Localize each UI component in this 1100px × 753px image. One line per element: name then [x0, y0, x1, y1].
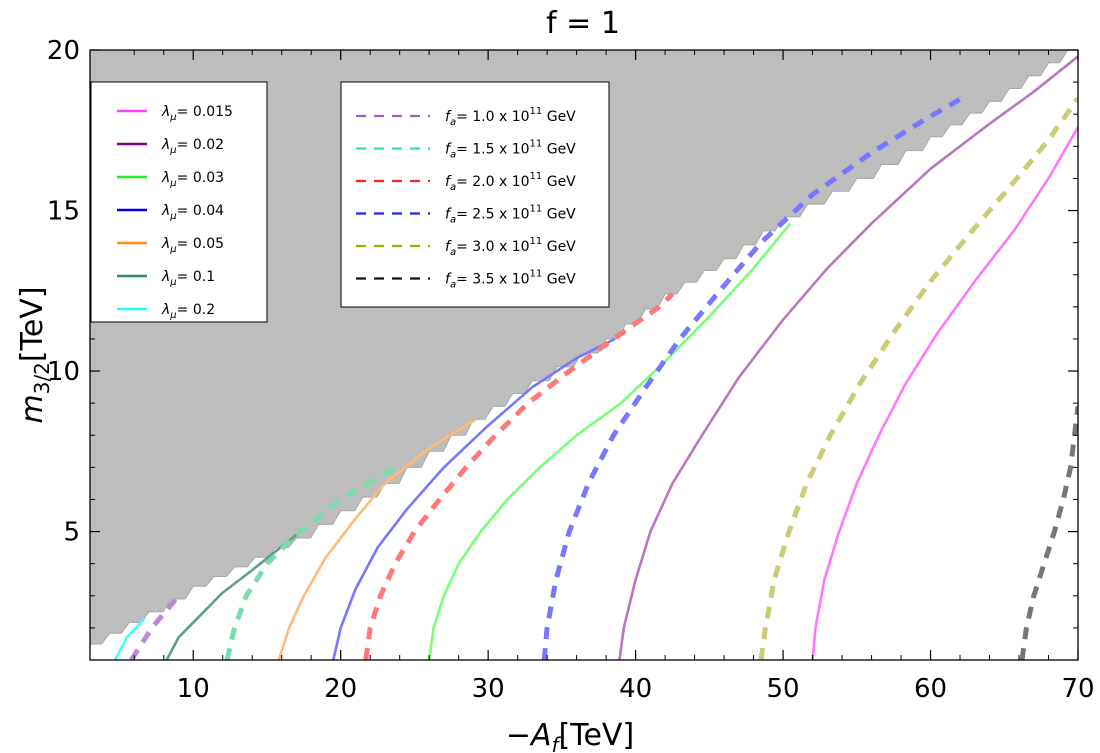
legend-fa-label: fa= 1.0 x 1011 GeV [445, 106, 576, 128]
chart-title: f = 1 [546, 6, 620, 41]
legend-lambda-label: λμ= 0.04 [161, 203, 224, 222]
legend-lambda-box [90, 81, 268, 323]
series-line-3 [277, 418, 478, 660]
x-axis-title: −Af[TeV] [506, 718, 634, 753]
series-line-10 [363, 292, 675, 660]
legend-lambda-label: λμ= 0.2 [161, 302, 215, 321]
plot-frame [89, 49, 1079, 661]
series-line-9 [224, 465, 397, 660]
legend-fa-label: fa= 1.5 x 1011 GeV [445, 139, 576, 161]
legend-fa-label: fa= 2.0 x 1011 GeV [445, 171, 576, 193]
legend-fa: fa= 1.0 x 1011 GeV fa= 1.5 x 1011 GeV fa= … [340, 81, 610, 308]
y-tick-label: 20 [47, 36, 80, 66]
y-axis-title: m3/2[TeV] [15, 286, 54, 423]
series-line-12 [758, 96, 1078, 660]
legend-lambda-label: λμ= 0.02 [161, 137, 224, 156]
legend-fa-label: fa= 3.5 x 1011 GeV [445, 269, 576, 291]
y-tick-label: 10 [47, 357, 80, 387]
series-line-11 [541, 92, 969, 660]
x-tick-label: 20 [324, 674, 357, 704]
series-line-1 [113, 617, 146, 660]
legend-lambda: λμ= 0.015 λμ= 0.02 λμ= 0.03 λμ= 0.04 λμ= 0.0… [90, 81, 268, 323]
legend-lambda-label: λμ= 0.015 [161, 104, 233, 123]
legend-fa-label: fa= 2.5 x 1011 GeV [445, 204, 576, 226]
y-tick-label: 5 [63, 518, 80, 548]
x-tick-label: 40 [619, 674, 652, 704]
series-line-5 [427, 222, 792, 660]
series-line-8 [129, 594, 181, 660]
series-line-7 [811, 126, 1078, 660]
series-line-2 [165, 533, 298, 660]
legend-lambda-label: λμ= 0.03 [161, 170, 224, 189]
series-line-13 [1019, 406, 1078, 660]
x-tick-label: 70 [1061, 674, 1094, 704]
series-line-4 [332, 337, 616, 660]
legend-lambda-label: λμ= 0.05 [161, 236, 224, 255]
x-tick-label: 10 [177, 674, 210, 704]
x-tick-label: 30 [472, 674, 505, 704]
legend-fa-label: fa= 3.0 x 1011 GeV [445, 236, 576, 258]
series-line-6 [618, 55, 1078, 660]
y-tick-label: 15 [47, 197, 80, 227]
legend-fa-box [340, 81, 610, 308]
x-tick-label: 60 [914, 674, 947, 704]
legend-lambda-label: λμ= 0.1 [161, 269, 215, 288]
x-tick-label: 50 [767, 674, 800, 704]
